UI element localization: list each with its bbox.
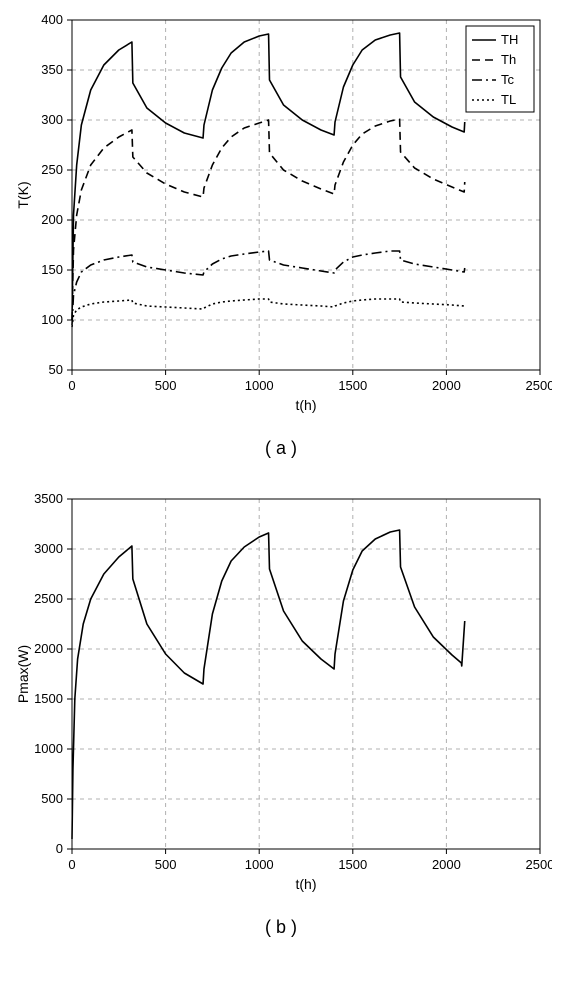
svg-text:500: 500: [155, 857, 177, 872]
svg-text:200: 200: [41, 212, 63, 227]
svg-text:2500: 2500: [526, 378, 552, 393]
panel-a: 0 500 1000 1500 2000 2500 50 100 150 200 250 300 350…: [10, 10, 552, 420]
svg-text:400: 400: [41, 12, 63, 27]
svg-text:250: 250: [41, 162, 63, 177]
svg-text:1000: 1000: [34, 741, 63, 756]
svg-text:50: 50: [49, 362, 63, 377]
svg-text:1000: 1000: [245, 378, 274, 393]
svg-text:Th: Th: [501, 52, 516, 67]
svg-text:2500: 2500: [34, 591, 63, 606]
svg-text:0: 0: [68, 378, 75, 393]
svg-text:0: 0: [56, 841, 63, 856]
svg-text:500: 500: [41, 791, 63, 806]
svg-text:3000: 3000: [34, 541, 63, 556]
svg-text:150: 150: [41, 262, 63, 277]
svg-text:Tc: Tc: [501, 72, 515, 87]
svg-text:TL: TL: [501, 92, 516, 107]
svg-text:T(K): T(K): [15, 181, 31, 208]
svg-text:1000: 1000: [245, 857, 274, 872]
svg-text:500: 500: [155, 378, 177, 393]
figure: 0 500 1000 1500 2000 2500 50 100 150 200 250 300 350…: [0, 0, 562, 978]
svg-text:3500: 3500: [34, 491, 63, 506]
svg-text:2000: 2000: [34, 641, 63, 656]
svg-text:Pmax(W): Pmax(W): [15, 645, 31, 703]
svg-text:t(h): t(h): [296, 876, 317, 892]
svg-text:2500: 2500: [526, 857, 552, 872]
chart-a: 0 500 1000 1500 2000 2500 50 100 150 200 250 300 350…: [10, 10, 552, 420]
chart-b: 0 500 1000 1500 2000 2500 0 500 1000 1500 2000 2500…: [10, 489, 552, 899]
panel-b: 0 500 1000 1500 2000 2500 0 500 1000 1500 2000 2500…: [10, 489, 552, 899]
panel-a-sublabel: ( a ): [10, 438, 552, 459]
svg-text:TH: TH: [501, 32, 518, 47]
svg-text:0: 0: [68, 857, 75, 872]
panel-b-sublabel: ( b ): [10, 917, 552, 938]
svg-text:100: 100: [41, 312, 63, 327]
svg-text:300: 300: [41, 112, 63, 127]
svg-text:350: 350: [41, 62, 63, 77]
svg-text:2000: 2000: [432, 857, 461, 872]
svg-text:1500: 1500: [338, 378, 367, 393]
svg-text:t(h): t(h): [296, 397, 317, 413]
svg-text:1500: 1500: [34, 691, 63, 706]
svg-text:1500: 1500: [338, 857, 367, 872]
svg-text:2000: 2000: [432, 378, 461, 393]
